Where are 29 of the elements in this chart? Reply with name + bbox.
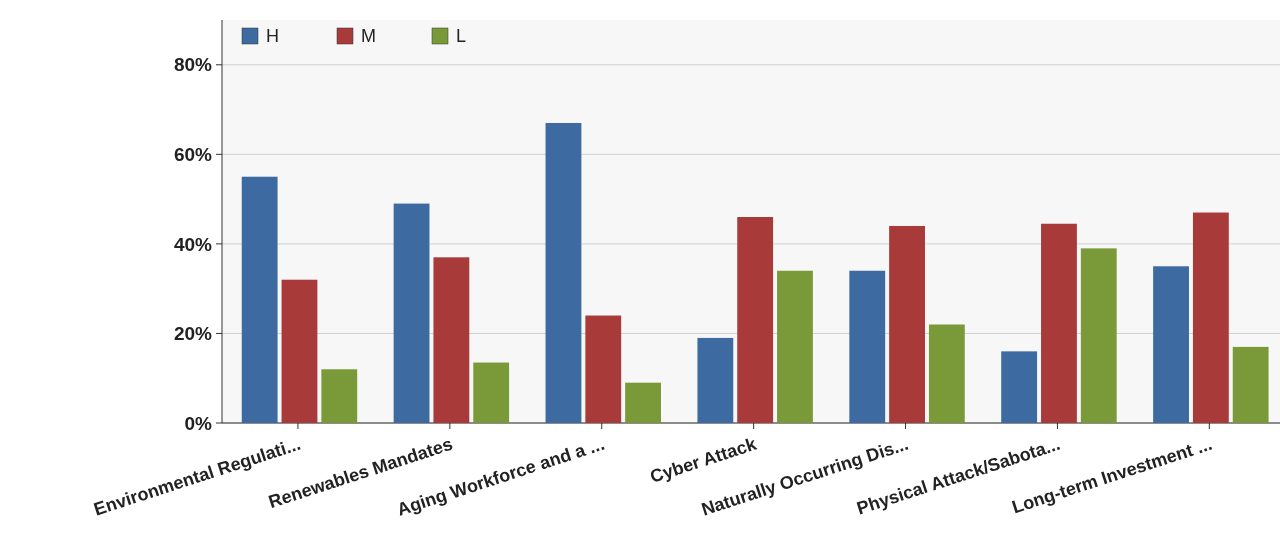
y-tick-label: 60% [173,143,213,165]
bar [1001,351,1038,423]
bar [473,362,510,423]
bar [889,225,925,423]
y-tick-label: 20% [173,323,213,345]
legend-label: H [266,26,279,47]
y-tick-label: 0% [184,412,213,434]
bar [545,122,582,423]
bar [393,203,430,423]
bar [697,337,734,423]
bar [1080,248,1117,423]
bar [281,279,318,423]
legend-label: L [456,26,467,47]
bar [849,270,886,423]
bar [241,176,278,423]
y-tick-label: 80% [173,54,213,76]
legend-label: M [361,26,376,47]
bar [1192,212,1229,423]
bar [433,257,470,423]
bar [737,217,774,423]
bar [1041,223,1077,423]
bar [777,270,813,423]
bar [321,369,358,423]
bar [585,315,622,423]
bar [1153,266,1189,423]
y-tick-label: 40% [173,233,213,255]
bar [928,324,965,423]
bar [1232,346,1269,423]
bar [625,382,661,423]
